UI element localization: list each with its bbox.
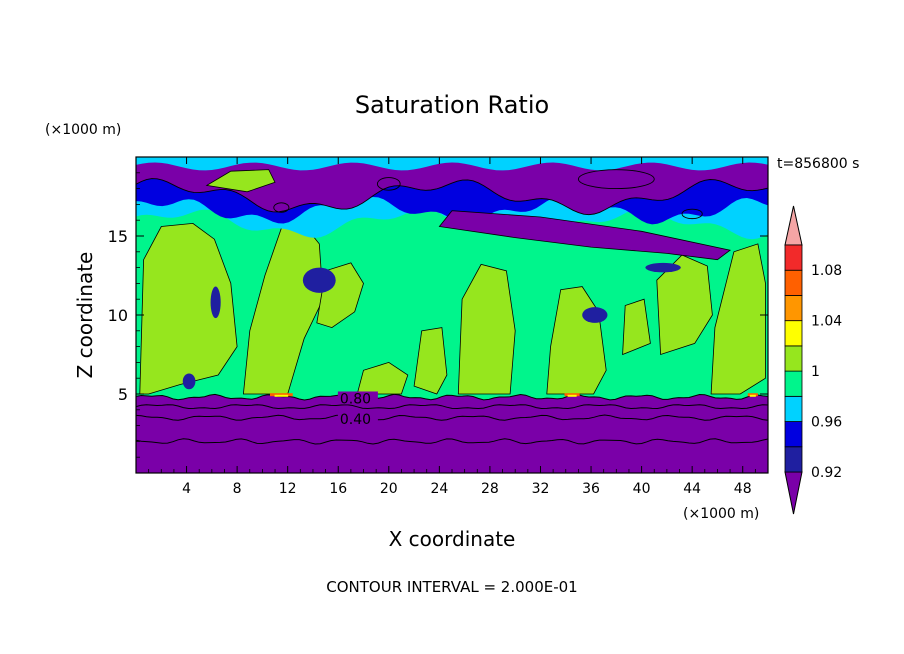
y-tick-label: 10 — [108, 306, 128, 325]
colorbar-segment — [784, 269, 803, 296]
plot-area — [136, 157, 768, 473]
x-tick-label: 32 — [532, 481, 550, 497]
dry-core-contour — [681, 208, 703, 220]
y-axis-title: Z coordinate — [73, 252, 97, 379]
colorbar-segment — [784, 345, 803, 372]
dry-blob — [582, 307, 608, 323]
colorbar-tick-label: 1.04 — [811, 314, 842, 330]
supersaturation-streak — [564, 393, 580, 397]
lower-dry-layer — [136, 394, 768, 473]
colorbar-tick-label: 0.92 — [811, 465, 842, 481]
saturation-field — [136, 157, 768, 473]
x-axis: 4 8 12 16 20 24 28 32 36 40 44 48 — [148, 157, 756, 497]
colorbar-segment — [784, 295, 803, 322]
x-tick-label: 40 — [633, 481, 651, 497]
dry-layer-contour — [136, 404, 768, 410]
upper-moist-patch — [205, 169, 276, 193]
y-unit-label: (×1000 m) — [45, 122, 121, 138]
dry-layer-contour — [136, 414, 768, 421]
x-tick-label: 28 — [481, 481, 499, 497]
supersaturation-streak — [749, 394, 756, 397]
x-tick-label: 24 — [430, 481, 448, 497]
contour-interval-footer: CONTOUR INTERVAL = 2.000E-01 — [326, 578, 577, 596]
x-unit-label: (×1000 m) — [683, 506, 759, 522]
x-tick-label: 8 — [233, 481, 242, 497]
supersaturation-streak — [567, 394, 577, 397]
time-label: t=856800 s — [777, 156, 859, 172]
dry-blob — [645, 262, 681, 273]
upper-dry-layer — [136, 157, 768, 215]
supersaturation-streak — [269, 393, 293, 397]
colorbar-segment — [784, 244, 803, 271]
dry-layer-contour — [136, 438, 768, 445]
dry-blob — [182, 373, 196, 390]
colorbar-segment — [784, 446, 803, 473]
contour-label: 0.80 — [340, 391, 371, 407]
colorbar-bottom-arrow — [784, 471, 803, 515]
colorbar-tick-label: 1 — [811, 364, 820, 380]
moist-plume — [656, 254, 713, 356]
colorbar-segment — [784, 421, 803, 448]
moist-plume — [622, 298, 651, 356]
contour-label-bg — [337, 391, 378, 405]
colorbar: 0.92 0.96 1 1.04 1.08 — [784, 205, 842, 515]
supersaturation-streak — [747, 393, 758, 397]
moist-plume — [413, 327, 448, 395]
moist-plume — [356, 361, 409, 395]
dry-core-contour — [273, 202, 290, 213]
upper-dry-contour — [136, 178, 768, 216]
x-tick-label: 48 — [734, 481, 752, 497]
colorbar-tick-label: 0.96 — [811, 415, 842, 431]
y-axis: 5 10 15 — [108, 172, 768, 458]
top-strip — [136, 157, 768, 171]
y-tick-label: 5 — [118, 385, 128, 404]
moist-plume — [710, 243, 766, 395]
colorbar-segment — [784, 370, 803, 397]
x-tick-label: 20 — [380, 481, 398, 497]
colorbar-tick-label: 1.08 — [811, 263, 842, 279]
x-axis-title: X coordinate — [389, 527, 516, 551]
x-tick-label: 4 — [182, 481, 191, 497]
x-tick-label: 36 — [582, 481, 600, 497]
contour-label: 0.40 — [340, 412, 371, 428]
moist-plume — [139, 222, 238, 395]
colorbar-segment — [784, 395, 803, 422]
x-tick-label: 12 — [279, 481, 297, 497]
y-tick-label: 15 — [108, 227, 128, 246]
contour-label-bg — [337, 412, 378, 426]
dry-tongue — [438, 210, 732, 261]
contour-labels: 0.80 0.40 — [337, 391, 378, 428]
supersaturation-streak — [274, 394, 289, 397]
chart-title: Saturation Ratio — [355, 91, 549, 119]
moist-plume — [457, 263, 516, 395]
colorbar-segment — [784, 320, 803, 347]
dry-blob — [210, 286, 221, 319]
x-tick-label: 16 — [329, 481, 347, 497]
dry-core-contour — [376, 177, 401, 191]
x-tick-label: 44 — [683, 481, 701, 497]
dry-layer-top-contour — [136, 393, 768, 401]
dry-blob — [302, 267, 336, 293]
dry-core-contour — [577, 169, 655, 190]
colorbar-top-arrow — [784, 205, 803, 246]
